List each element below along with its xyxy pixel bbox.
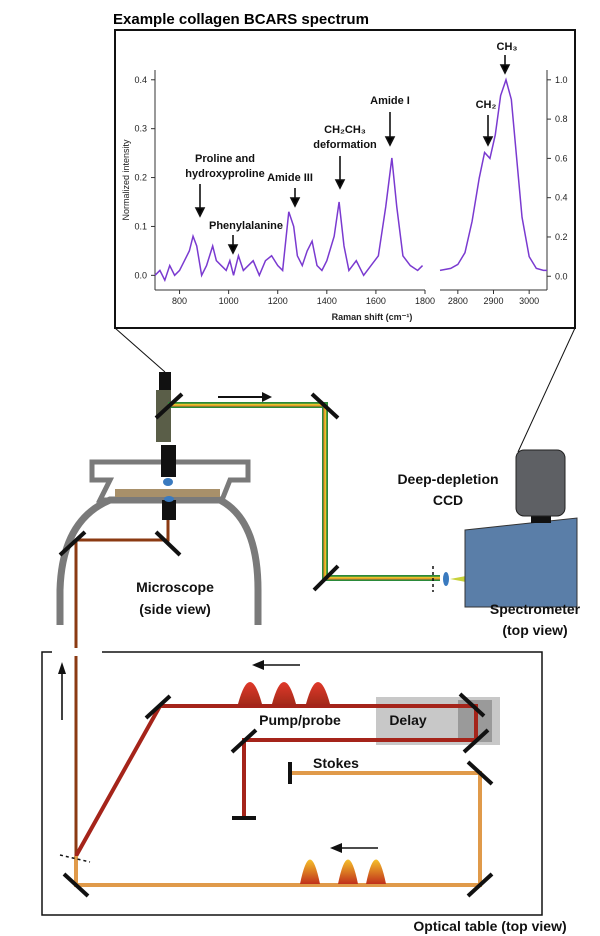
microscope-label: Microscope xyxy=(136,579,214,595)
annotation: Amide I xyxy=(370,95,410,107)
y-tick-label: 0.2 xyxy=(555,232,568,242)
x-tick-label: 1600 xyxy=(366,296,386,306)
y-tick-label: 0.4 xyxy=(134,75,147,85)
x-tick-label: 1200 xyxy=(268,296,288,306)
annotation: Amide III xyxy=(267,172,313,184)
zoom-line xyxy=(518,328,575,452)
y-axis-label: Normalized intensity xyxy=(121,139,131,221)
arrow-head xyxy=(262,392,272,402)
annotation: deformation xyxy=(313,139,377,151)
zoom-line xyxy=(115,328,165,372)
x-tick-label: 800 xyxy=(172,296,187,306)
ccd-label: CCD xyxy=(433,492,463,508)
excitation-beam xyxy=(58,520,180,856)
x-tick-label: 1400 xyxy=(317,296,337,306)
y-tick-label: 1.0 xyxy=(555,75,568,85)
stokes-label: Stokes xyxy=(313,755,359,771)
x-tick-label: 2900 xyxy=(483,296,503,306)
y-tick-label: 0.8 xyxy=(555,114,568,124)
annotation: CH₂ xyxy=(476,99,497,111)
y-tick-label: 0.0 xyxy=(134,270,147,280)
y-tick-label: 0.1 xyxy=(134,221,147,231)
x-tick-label: 3000 xyxy=(519,296,539,306)
diagram: Example collagen BCARS spectrum 800 1000 1… xyxy=(0,0,600,936)
y-tick-label: 0.4 xyxy=(555,193,568,203)
annotation: Phenylalanine xyxy=(209,220,283,232)
microscope-label: (side view) xyxy=(139,601,211,617)
optical-table-label: Optical table (top view) xyxy=(413,918,566,934)
spectrum: 800 1000 1200 1400 1600 1800 0.0 0.1 0.2 0.3 0.4 28… xyxy=(121,70,568,322)
annotations: Proline and hydroxyproline Phenylalanine… xyxy=(185,41,517,232)
spectrum-box xyxy=(115,30,575,328)
title: Example collagen BCARS spectrum xyxy=(113,11,369,28)
annotation: CH₃ xyxy=(497,41,518,53)
x-tick-label: 1800 xyxy=(415,296,435,306)
annotation: CH₂CH₃ xyxy=(324,124,366,136)
delay-label: Delay xyxy=(389,712,427,728)
ccd-label: Deep-depletion xyxy=(397,471,498,487)
x-tick-label: 1000 xyxy=(219,296,239,306)
pump-probe-label: Pump/probe xyxy=(259,712,341,728)
x-axis-label: Raman shift (cm⁻¹) xyxy=(332,312,413,322)
y-tick-label: 0.2 xyxy=(134,173,147,183)
annotation: hydroxyproline xyxy=(185,168,264,180)
y-tick-label: 0.0 xyxy=(555,271,568,281)
y-tick-label: 0.3 xyxy=(134,124,147,134)
table-gap xyxy=(52,648,102,656)
y-tick-label: 0.6 xyxy=(555,153,568,163)
annotation: Proline and xyxy=(195,153,255,165)
spectrometer-label: (top view) xyxy=(502,622,567,638)
spectrometer-label: Spectrometer xyxy=(490,601,581,617)
x-tick-label: 2800 xyxy=(448,296,468,306)
